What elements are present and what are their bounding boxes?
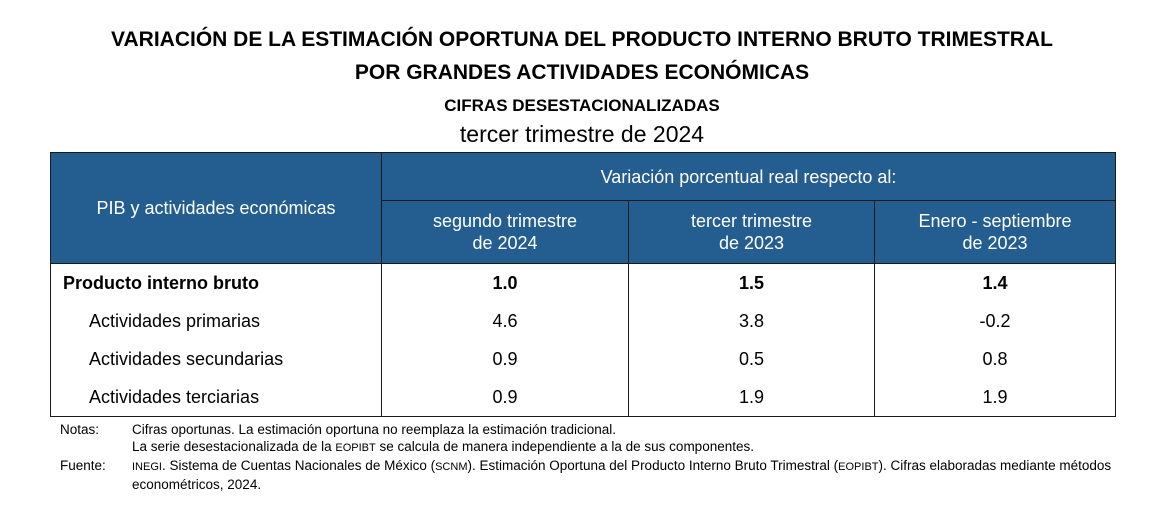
subtitle: CIFRAS DESESTACIONALIZADAS — [444, 96, 720, 115]
cell: 1.4 — [874, 263, 1116, 302]
footnotes: Notas: Cifras oportunas. La estimación o… — [60, 421, 1132, 493]
group-header: Variación porcentual real respecto al: — [381, 152, 1116, 201]
cell: 0.5 — [628, 340, 875, 378]
source-label: Fuente: — [60, 458, 106, 473]
cell: 1.0 — [381, 263, 629, 302]
notes-label: Notas: — [60, 422, 100, 437]
column-header: tercer trimestre de 2023 — [628, 200, 875, 264]
period: tercer trimestre de 2024 — [459, 121, 705, 147]
row-label: Producto interno bruto — [50, 263, 382, 302]
column-header: Enero - septiembre de 2023 — [874, 200, 1116, 264]
row-label: Actividades terciarias — [50, 378, 382, 417]
title-line-1: VARIACIÓN DE LA ESTIMACIÓN OPORTUNA DEL … — [111, 28, 1053, 51]
table-row: Actividades terciarias 0.9 1.9 1.9 — [50, 378, 1116, 417]
source-text: INEGI. Sistema de Cuentas Nacionales de … — [132, 458, 1112, 492]
cell: 4.6 — [381, 302, 629, 340]
cell: 1.5 — [628, 263, 875, 302]
row-label: Actividades primarias — [50, 302, 382, 340]
cell: 0.9 — [381, 340, 629, 378]
column-header: segundo trimestre de 2024 — [381, 200, 629, 264]
row-header: PIB y actividades económicas — [50, 152, 382, 264]
cell: -0.2 — [874, 302, 1116, 340]
title-line-2: POR GRANDES ACTIVIDADES ECONÓMICAS — [354, 61, 810, 84]
note-1: Cifras oportunas. La estimación oportuna… — [132, 422, 617, 437]
table-row: Actividades primarias 4.6 3.8 -0.2 — [50, 302, 1116, 340]
note-2: La serie desestacionalizada de la EOPIBT… — [132, 439, 754, 454]
table-row: Actividades secundarias 0.9 0.5 0.8 — [50, 340, 1116, 378]
row-label: Actividades secundarias — [50, 340, 382, 378]
table-row: Producto interno bruto 1.0 1.5 1.4 — [50, 263, 1116, 302]
cell: 1.9 — [874, 378, 1116, 417]
cell: 3.8 — [628, 302, 875, 340]
cell: 0.8 — [874, 340, 1116, 378]
gdp-table: PIB y actividades económicas Variación p… — [50, 152, 1116, 417]
cell: 0.9 — [381, 378, 629, 417]
cell: 1.9 — [628, 378, 875, 417]
